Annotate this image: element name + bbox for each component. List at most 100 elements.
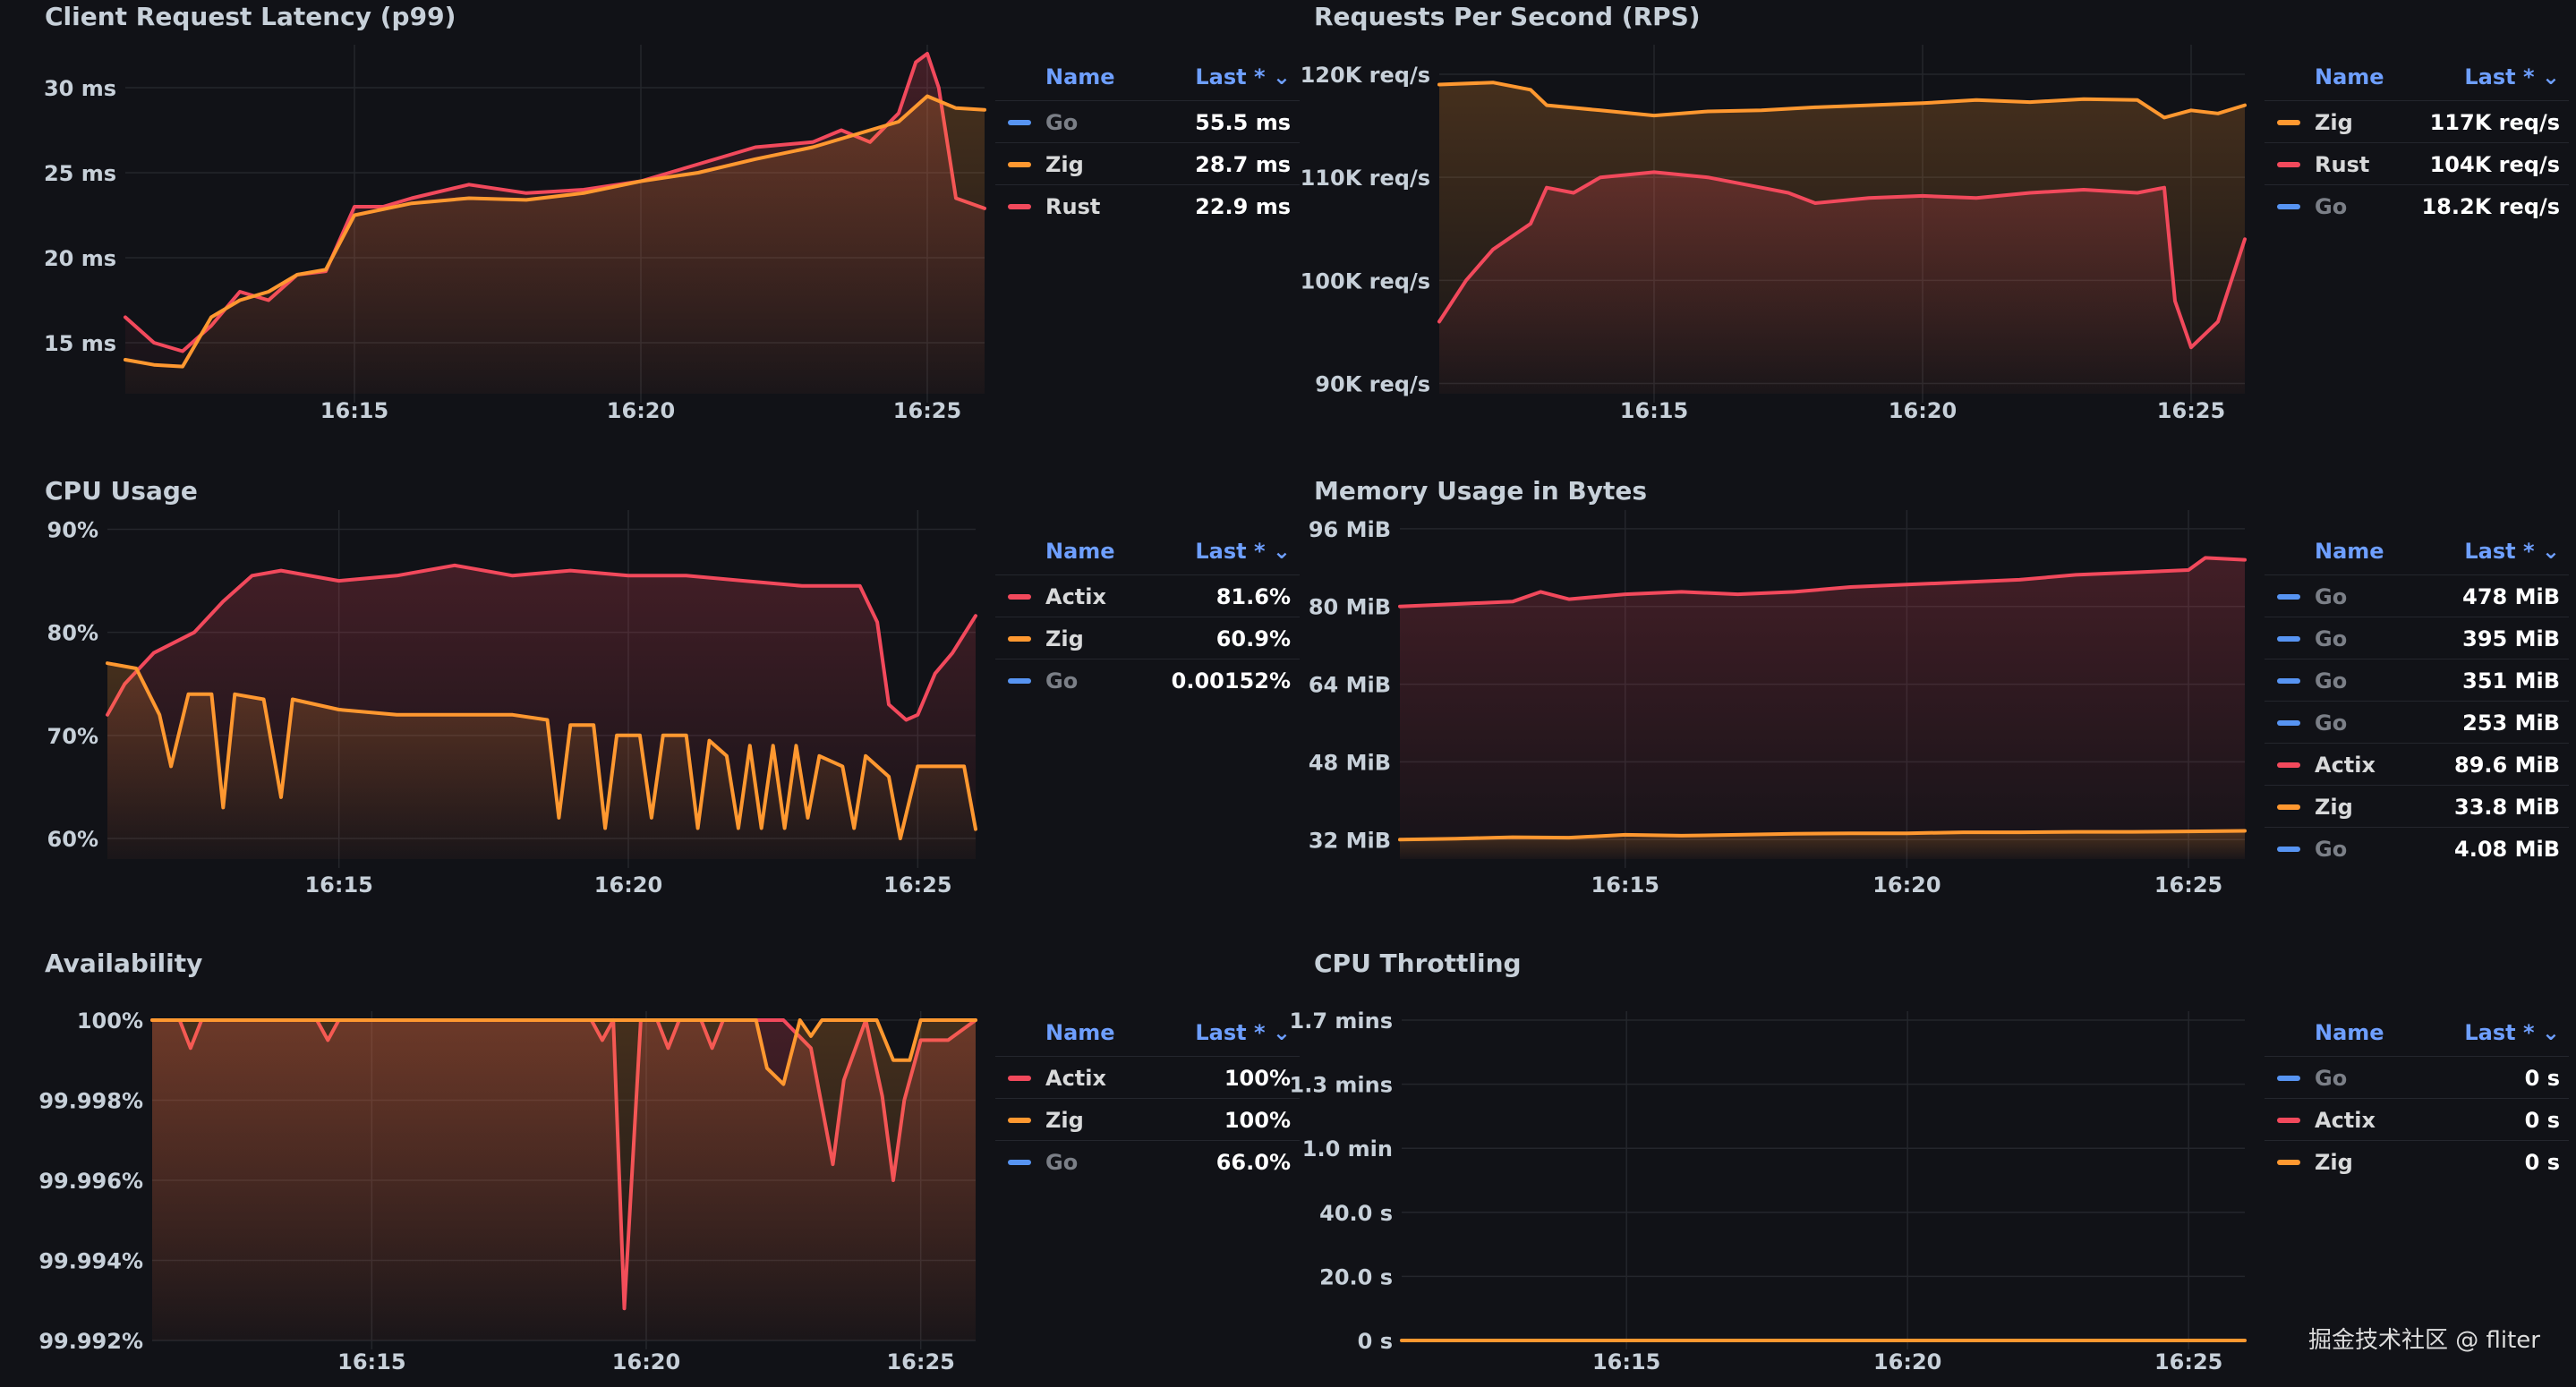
legend-series-name[interactable]: Actix bbox=[1045, 584, 1106, 609]
legend-series-value: 60.9% bbox=[1215, 626, 1291, 651]
panel-title[interactable]: CPU Throttling bbox=[1314, 949, 1522, 978]
legend: Name Last * ⌄ Go 55.5 ms Zig 28.7 ms Rust 22.9 … bbox=[995, 64, 1300, 226]
legend-series-name[interactable]: Actix bbox=[2315, 753, 2376, 778]
legend-row[interactable]: Rust 22.9 ms bbox=[995, 184, 1300, 226]
legend-row[interactable]: Actix 89.6 MiB bbox=[2265, 743, 2569, 785]
legend-row[interactable]: Actix 0 s bbox=[2265, 1098, 2569, 1140]
legend-sort-header[interactable]: Last * ⌄ bbox=[2464, 1020, 2560, 1045]
legend-series-value: 18.2K req/s bbox=[2421, 194, 2560, 219]
legend-row[interactable]: Zig 60.9% bbox=[995, 617, 1300, 659]
panel-title[interactable]: Client Request Latency (p99) bbox=[45, 2, 456, 31]
legend-series-name[interactable]: Go bbox=[1045, 110, 1079, 135]
series-line-actix[interactable] bbox=[106, 563, 977, 722]
legend-swatch-icon bbox=[2277, 1118, 2300, 1123]
legend-row[interactable]: Go 253 MiB bbox=[2265, 701, 2569, 743]
x-tick-label: 16:20 bbox=[594, 872, 662, 898]
legend-row[interactable]: Rust 104K req/s bbox=[2265, 142, 2569, 184]
legend-row[interactable]: Zig 117K req/s bbox=[2265, 100, 2569, 142]
legend-series-name[interactable]: Zig bbox=[2315, 795, 2353, 820]
legend-series-name[interactable]: Go bbox=[2315, 584, 2348, 609]
legend-series-value: 0 s bbox=[2524, 1108, 2560, 1133]
legend-series-name[interactable]: Zig bbox=[1045, 626, 1084, 651]
legend-sort-header[interactable]: Last * ⌄ bbox=[1195, 539, 1291, 564]
legend-row[interactable]: Actix 81.6% bbox=[995, 574, 1300, 617]
series-line-zig[interactable] bbox=[1437, 81, 2247, 120]
series-area-zig bbox=[1400, 830, 2245, 859]
legend-series-name[interactable]: Go bbox=[2315, 1066, 2348, 1091]
legend-sort-header[interactable]: Last * ⌄ bbox=[2464, 64, 2560, 89]
panel-title[interactable]: Availability bbox=[45, 949, 203, 978]
legend-series-name[interactable]: Go bbox=[2315, 626, 2348, 651]
legend-swatch-icon bbox=[2277, 804, 2300, 810]
availability-chart: 99.992% 99.994% 99.996% 99.998% 100% 16:15 16:… bbox=[38, 1008, 977, 1374]
legend-name-header[interactable]: Name bbox=[2315, 539, 2384, 564]
legend-series-name[interactable]: Rust bbox=[2315, 152, 2370, 177]
legend-name-header[interactable]: Name bbox=[2315, 64, 2384, 89]
legend-series-value: 395 MiB bbox=[2462, 626, 2560, 651]
legend-swatch-icon bbox=[2277, 162, 2300, 167]
legend-row[interactable]: Zig 28.7 ms bbox=[995, 142, 1300, 184]
legend-row[interactable]: Go 0.00152% bbox=[995, 659, 1300, 701]
legend-row[interactable]: Zig 33.8 MiB bbox=[2265, 785, 2569, 827]
legend-series-value: 0 s bbox=[2524, 1150, 2560, 1175]
legend-series-name[interactable]: Actix bbox=[2315, 1108, 2376, 1133]
legend-series-value: 28.7 ms bbox=[1195, 152, 1291, 177]
legend-series-name[interactable]: Go bbox=[1045, 1150, 1079, 1175]
series-line-zig[interactable] bbox=[106, 661, 977, 840]
legend-sort-header[interactable]: Last * ⌄ bbox=[2464, 539, 2560, 564]
panel-title[interactable]: Requests Per Second (RPS) bbox=[1314, 2, 1701, 31]
series-line-zig[interactable] bbox=[1398, 829, 2247, 842]
panel-title[interactable]: CPU Usage bbox=[45, 476, 198, 506]
legend-series-name[interactable]: Zig bbox=[1045, 1108, 1084, 1133]
legend-name-header[interactable]: Name bbox=[2315, 1020, 2384, 1045]
legend-series-value: 104K req/s bbox=[2429, 152, 2560, 177]
y-tick-label: 99.996% bbox=[38, 1169, 143, 1194]
series-line-zig[interactable] bbox=[124, 94, 986, 369]
legend-sort-header[interactable]: Last * ⌄ bbox=[1195, 64, 1291, 89]
latency-panel: Client Request Latency (p99) 15 ms 20 ms 25… bbox=[27, 0, 1334, 465]
legend-swatch-icon bbox=[2277, 1160, 2300, 1165]
legend-series-value: 66.0% bbox=[1215, 1150, 1291, 1175]
legend-sort-header[interactable]: Last * ⌄ bbox=[1195, 1020, 1291, 1045]
series-line-zig[interactable] bbox=[150, 1018, 977, 1086]
legend-row[interactable]: Actix 100% bbox=[995, 1056, 1300, 1098]
rps-chart: 90K req/s 100K req/s 110K req/s 120K req/s 1… bbox=[1301, 45, 2247, 423]
legend-series-name[interactable]: Go bbox=[2315, 837, 2348, 862]
legend-series-name[interactable]: Zig bbox=[2315, 1150, 2353, 1175]
legend-row[interactable]: Go 4.08 MiB bbox=[2265, 827, 2569, 869]
y-tick-label: 20 ms bbox=[44, 246, 116, 271]
legend-swatch-icon bbox=[1008, 1076, 1031, 1081]
legend-row[interactable]: Zig 0 s bbox=[2265, 1140, 2569, 1182]
legend-series-name[interactable]: Actix bbox=[1045, 1066, 1106, 1091]
legend-row[interactable]: Go 66.0% bbox=[995, 1140, 1300, 1182]
legend-series-name[interactable]: Go bbox=[2315, 711, 2348, 736]
series-line-rust[interactable] bbox=[1437, 170, 2247, 350]
y-tick-label: 96 MiB bbox=[1309, 517, 1391, 542]
y-tick-label: 1.7 mins bbox=[1290, 1008, 1393, 1034]
legend-series-name[interactable]: Zig bbox=[1045, 152, 1084, 177]
legend-name-header[interactable]: Name bbox=[1045, 539, 1115, 564]
legend-row[interactable]: Go 55.5 ms bbox=[995, 100, 1300, 142]
legend-series-name[interactable]: Go bbox=[1045, 668, 1079, 694]
legend-row[interactable]: Go 0 s bbox=[2265, 1056, 2569, 1098]
legend-series-name[interactable]: Rust bbox=[1045, 194, 1101, 219]
legend-row[interactable]: Go 18.2K req/s bbox=[2265, 184, 2569, 226]
legend-swatch-icon bbox=[2277, 1076, 2300, 1081]
x-tick-label: 16:15 bbox=[337, 1349, 405, 1374]
legend-row[interactable]: Go 478 MiB bbox=[2265, 574, 2569, 617]
memory-panel: Memory Usage in Bytes 32 MiB 48 MiB 64 MiB 8… bbox=[1296, 474, 2576, 940]
legend-series-name[interactable]: Go bbox=[2315, 194, 2348, 219]
legend-series-name[interactable]: Go bbox=[2315, 668, 2348, 694]
series-line-rust[interactable] bbox=[124, 52, 986, 353]
legend-row[interactable]: Go 351 MiB bbox=[2265, 659, 2569, 701]
legend-name-header[interactable]: Name bbox=[1045, 64, 1115, 89]
series-line-actix[interactable] bbox=[1398, 556, 2247, 608]
legend-name-header[interactable]: Name bbox=[1045, 1020, 1115, 1045]
y-tick-label: 32 MiB bbox=[1309, 828, 1391, 853]
panel-title[interactable]: Memory Usage in Bytes bbox=[1314, 476, 1648, 506]
y-tick-label: 70% bbox=[47, 724, 98, 749]
legend-row[interactable]: Zig 100% bbox=[995, 1098, 1300, 1140]
legend-series-name[interactable]: Zig bbox=[2315, 110, 2353, 135]
legend: Name Last * ⌄ Go 0 s Actix 0 s Zig 0 s bbox=[2265, 1020, 2569, 1182]
legend-row[interactable]: Go 395 MiB bbox=[2265, 617, 2569, 659]
